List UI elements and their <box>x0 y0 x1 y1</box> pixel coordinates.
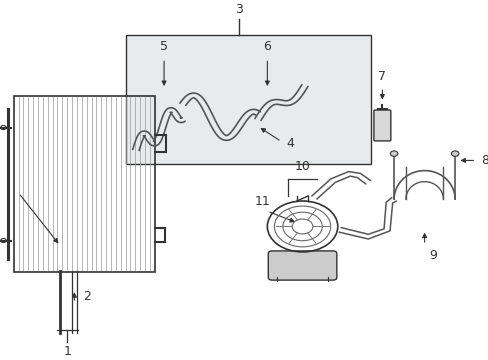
Circle shape <box>389 151 397 156</box>
Circle shape <box>450 151 458 156</box>
Text: 6: 6 <box>263 40 271 53</box>
Text: 7: 7 <box>378 70 386 83</box>
FancyBboxPatch shape <box>373 110 390 141</box>
Text: 10: 10 <box>294 160 310 173</box>
Text: 1: 1 <box>63 345 71 358</box>
Text: 5: 5 <box>160 40 168 53</box>
Bar <box>126 35 370 164</box>
Text: 2: 2 <box>82 289 90 302</box>
Bar <box>14 96 154 272</box>
Text: 4: 4 <box>285 137 293 150</box>
FancyBboxPatch shape <box>268 251 336 280</box>
Text: 3: 3 <box>234 3 242 16</box>
Text: 8: 8 <box>480 154 488 167</box>
Text: 11: 11 <box>254 195 270 208</box>
Text: 9: 9 <box>428 249 436 262</box>
